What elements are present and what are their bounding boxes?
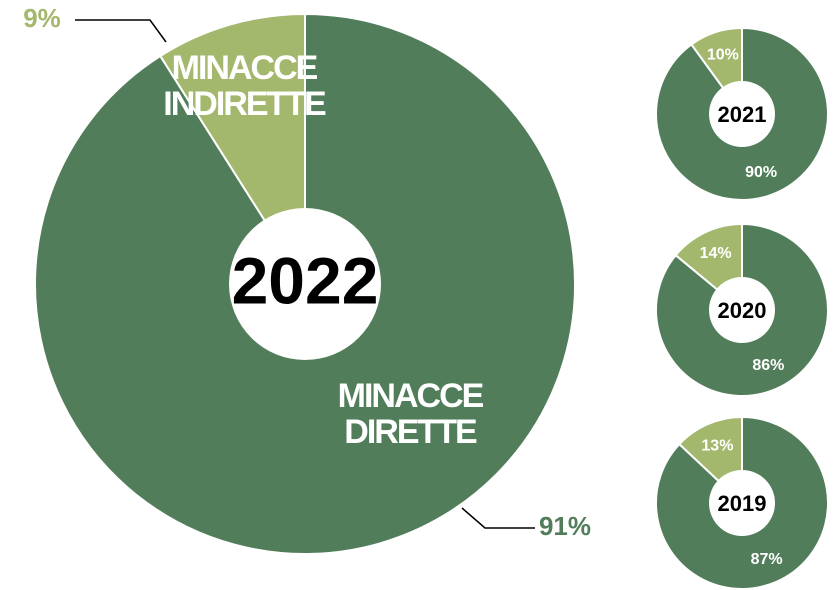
leader-line: [75, 19, 167, 43]
category-label: MINACCE INDIRETTE: [163, 49, 326, 123]
value-label: 9%: [23, 3, 61, 33]
value-label: 13%: [701, 437, 733, 454]
value-label: 90%: [745, 164, 777, 181]
value-label: 10%: [707, 46, 739, 63]
donut-slice: [158, 12, 306, 288]
donut-title: 2019: [718, 491, 767, 516]
category-label: MINACCE DIRETTE: [338, 377, 484, 451]
donut-title: 2022: [232, 243, 379, 317]
value-label: 86%: [752, 357, 784, 374]
value-label: 14%: [700, 245, 732, 262]
donut-title: 2021: [718, 102, 767, 127]
value-label: 87%: [751, 551, 783, 568]
leader-line: [461, 507, 535, 529]
donut-hole: [709, 470, 775, 536]
donut-hole: [709, 81, 775, 147]
donut-slice: [655, 222, 829, 397]
donut-title: 2020: [718, 298, 767, 323]
value-label: 91%: [539, 511, 591, 541]
donut-hole: [229, 208, 381, 360]
donut-hole: [709, 277, 775, 343]
